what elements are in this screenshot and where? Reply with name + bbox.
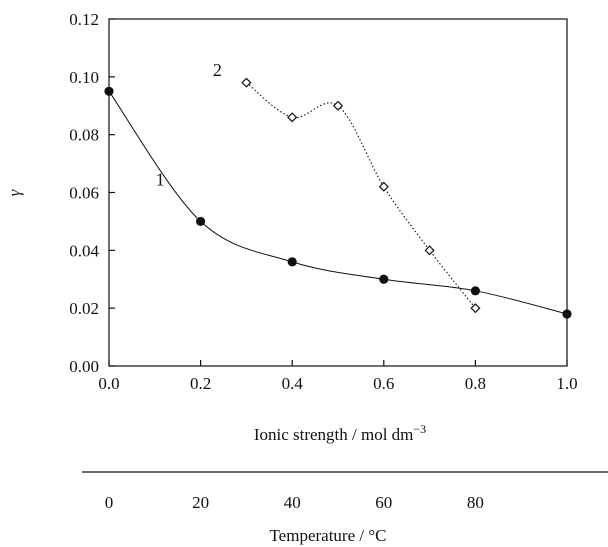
y-tick-label: 0.00: [69, 357, 99, 376]
series-points: [104, 77, 572, 319]
secondary-tick-label: 0: [105, 493, 114, 512]
secondary-axis-ticks: 0 20 40 60 80: [105, 493, 484, 512]
series-2-point: [287, 112, 298, 123]
y-tick-label: 0.06: [69, 184, 99, 203]
x-axis-title-superscript: −3: [413, 422, 426, 436]
secondary-x-axis: 0 20 40 60 80 Temperature / °C: [82, 471, 608, 545]
y-tick-label: 0.10: [69, 68, 99, 87]
series-2-point: [332, 100, 344, 111]
secondary-tick-label: 40: [284, 493, 301, 512]
x-tick-label: 0.6: [373, 374, 394, 393]
series-1-point: [562, 309, 572, 319]
series-1-point: [379, 274, 389, 284]
y-tick-label: 0.08: [69, 126, 99, 145]
series-2-point: [378, 181, 389, 192]
series-lines: [108, 82, 568, 315]
x-tick-label: 0.4: [282, 374, 304, 393]
x-tick-label: 0.2: [190, 374, 211, 393]
secondary-axis-title: Temperature / °C: [269, 526, 386, 545]
y-tick-label: 0.04: [69, 241, 99, 260]
y-axis-title: γ: [5, 188, 24, 196]
series-2-point: [470, 303, 481, 314]
x-tick-label: 0.8: [465, 374, 486, 393]
series-2-point: [424, 245, 435, 256]
secondary-tick-label: 60: [375, 493, 392, 512]
x-axis-title-main: Ionic strength / mol dm: [254, 425, 414, 444]
series-2-line: [246, 82, 476, 309]
secondary-tick-label: 80: [467, 493, 484, 512]
plot-frame: [108, 18, 568, 367]
series-1-line: [108, 91, 568, 315]
plot-area: [108, 18, 568, 367]
series-1-label: 1: [156, 169, 165, 189]
x-tick-label: 1.0: [556, 374, 577, 393]
y-tick-label: 0.12: [69, 10, 99, 29]
series-labels: 12: [156, 60, 222, 190]
series-2-point: [241, 77, 252, 88]
series-1-point: [287, 257, 297, 267]
series-1-point: [470, 286, 480, 296]
y-axis: 0.00 0.02 0.04 0.06 0.08 0.10 0.12: [69, 10, 115, 376]
x-tick-label: 0.0: [98, 374, 119, 393]
series-2-label: 2: [213, 60, 222, 80]
series-1-point: [196, 216, 206, 227]
secondary-tick-label: 20: [192, 493, 209, 512]
x-axis-title: Ionic strength / mol dm−3: [254, 422, 426, 444]
x-axis: 0.0 0.2 0.4 0.6 0.8 1.0: [98, 360, 578, 393]
y-tick-label: 0.02: [69, 299, 99, 318]
series-1-point: [104, 86, 114, 96]
